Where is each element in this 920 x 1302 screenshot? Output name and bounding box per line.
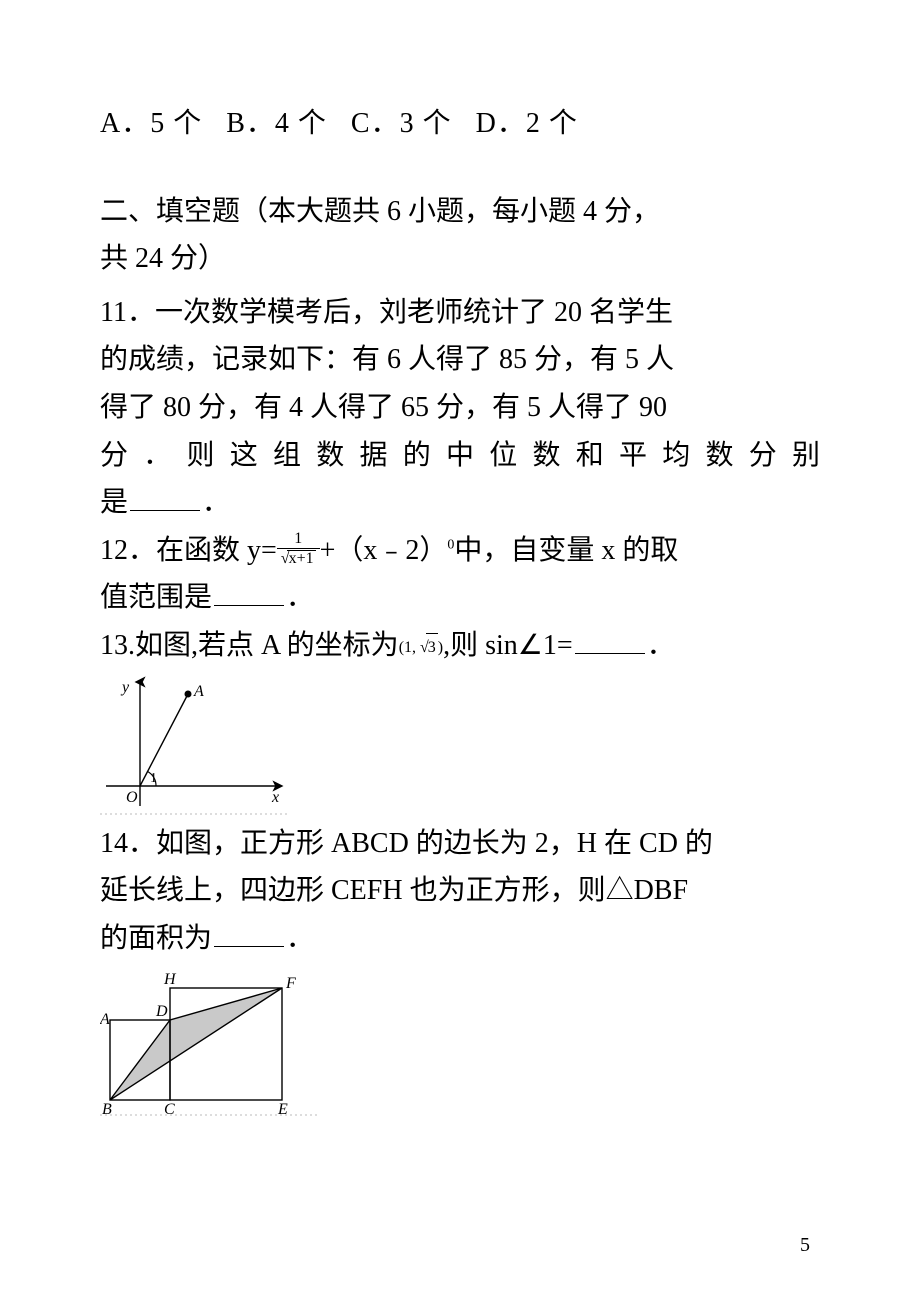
q14-blank [214, 918, 284, 947]
section-2-header: 二、填空题（本大题共 6 小题，每小题 4 分， 共 24 分） [100, 188, 820, 283]
q12-mid: +（x﹣2） [320, 535, 448, 566]
section-2-line2: 共 24 分） [100, 235, 820, 283]
q12-l2-post: ． [286, 582, 314, 613]
q13-coord: (1, √3) [399, 639, 443, 656]
question-14: 14．如图，正方形 ABCD 的边长为 2，H 在 CD 的 延长线上，四边形 … [100, 820, 820, 1117]
q14-figure: A B C D E F H [100, 968, 820, 1116]
svg-text:B: B [102, 1101, 112, 1116]
q12-blank [214, 577, 284, 606]
option-c: C．3 个 [351, 108, 452, 139]
q14-l3: 的面积为 ． [100, 915, 820, 963]
q12-frac-den: √x+1 [277, 549, 320, 567]
q14-l3-post: ． [286, 923, 314, 954]
q13-coord-pre: (1, [399, 639, 420, 656]
q11-l1: 11．一次数学模考后，刘老师统计了 20 名学生 [100, 289, 820, 337]
svg-text:E: E [277, 1101, 288, 1116]
svg-text:C: C [164, 1101, 175, 1116]
q12-sqrt-body: x+1 [287, 550, 316, 567]
q13-figure: y x O A 1 [100, 676, 820, 816]
q12-frac-num: 1 [277, 531, 320, 549]
svg-text:F: F [285, 975, 296, 992]
q12-l1: 12．在函数 y= 1 √x+1 +（x﹣2）0中，自变量 x 的取 [100, 527, 820, 575]
q13-post: ． [647, 630, 675, 661]
q13-label-1: 1 [150, 771, 157, 786]
q13-coord-sqrt: √3 [420, 633, 438, 661]
q13-label-y: y [120, 679, 130, 696]
section-2-line1: 二、填空题（本大题共 6 小题，每小题 4 分， [100, 188, 820, 236]
q11-l3: 得了 80 分，有 4 人得了 65 分，有 5 人得了 90 [100, 384, 820, 432]
question-13: 13.如图,若点 A 的坐标为(1, √3),则 sin∠1= ． [100, 622, 820, 816]
q11-l2: 的成绩，记录如下：有 6 人得了 85 分，有 5 人 [100, 336, 820, 384]
q14-l1: 14．如图，正方形 ABCD 的边长为 2，H 在 CD 的 [100, 820, 820, 868]
q14-l2: 延长线上，四边形 CEFH 也为正方形，则△DBF [100, 867, 820, 915]
q11-blank [130, 482, 200, 511]
q14-l3-pre: 的面积为 [100, 923, 212, 954]
q12-mid2: 中，自变量 x 的取 [454, 535, 678, 566]
mc-options: A．5 个 B．4 个 C．3 个 D．2 个 [100, 100, 820, 148]
q13-label-O: O [126, 789, 138, 806]
page-number: 5 [800, 1228, 810, 1262]
svg-text:A: A [100, 1011, 110, 1028]
option-b: B．4 个 [226, 108, 327, 139]
q12-fraction: 1 √x+1 [277, 531, 320, 567]
q13-pre: 13.如图,若点 A 的坐标为 [100, 630, 399, 661]
question-12: 12．在函数 y= 1 √x+1 +（x﹣2）0中，自变量 x 的取 值范围是 ． [100, 527, 820, 622]
svg-text:H: H [163, 971, 177, 988]
q13-blank [575, 625, 645, 654]
q13-mid: ,则 sin∠1= [443, 630, 573, 661]
q12-l2: 值范围是 ． [100, 574, 820, 622]
q12-sqrt: √x+1 [281, 550, 316, 567]
svg-text:D: D [155, 1003, 168, 1020]
q12-pre: 12．在函数 y= [100, 535, 277, 566]
q11-l5: 是． [100, 479, 820, 527]
q13-label-A: A [193, 683, 204, 700]
q11-l5-pre: 是 [100, 487, 128, 518]
q11-l4: 分．则这组数据的中位数和平均数分别 [100, 432, 820, 480]
q13-label-x: x [271, 789, 279, 806]
q13-coord-sqrt-body: 3 [426, 633, 438, 661]
q13-l1: 13.如图,若点 A 的坐标为(1, √3),则 sin∠1= ． [100, 622, 820, 670]
q12-l2-pre: 值范围是 [100, 582, 212, 613]
option-a: A．5 个 [100, 108, 202, 139]
q11-l5-post: ． [202, 487, 230, 518]
question-11: 11．一次数学模考后，刘老师统计了 20 名学生 的成绩，记录如下：有 6 人得… [100, 289, 820, 527]
option-d: D．2 个 [476, 108, 578, 139]
